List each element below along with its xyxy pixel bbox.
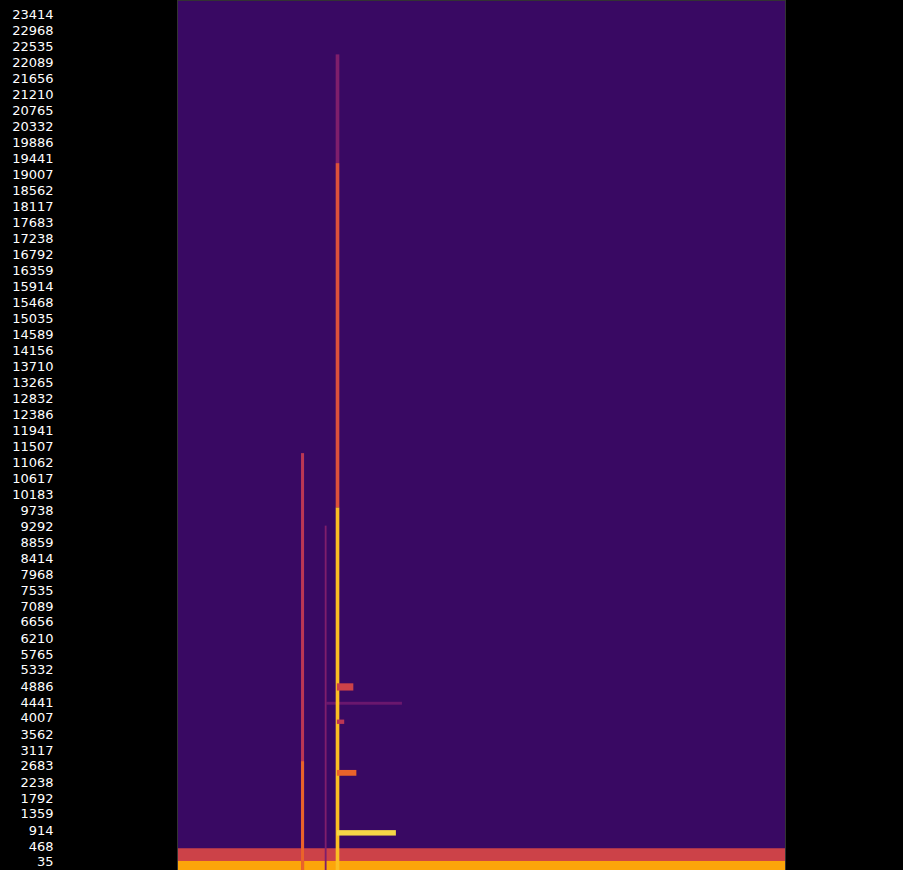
svg-text:2683: 2683	[20, 758, 53, 773]
svg-text:9292: 9292	[20, 519, 53, 534]
svg-text:8859: 8859	[20, 535, 53, 550]
svg-text:468: 468	[29, 839, 54, 854]
svg-text:15468: 15468	[12, 295, 53, 310]
svg-text:7535: 7535	[20, 583, 53, 598]
svg-text:9738: 9738	[20, 503, 53, 518]
svg-text:3117: 3117	[20, 743, 53, 758]
svg-text:12832: 12832	[12, 391, 53, 406]
svg-text:15035: 15035	[12, 311, 53, 326]
svg-text:2238: 2238	[20, 775, 53, 790]
svg-text:23414: 23414	[12, 7, 53, 22]
svg-text:1792: 1792	[20, 791, 53, 806]
svg-text:20332: 20332	[12, 119, 53, 134]
svg-text:21210: 21210	[12, 87, 53, 102]
svg-text:19886: 19886	[12, 135, 53, 150]
svg-text:10183: 10183	[12, 487, 53, 502]
svg-text:14156: 14156	[12, 343, 53, 358]
svg-text:4441: 4441	[20, 695, 53, 710]
svg-text:18562: 18562	[12, 183, 53, 198]
svg-text:4007: 4007	[20, 710, 53, 725]
svg-text:18117: 18117	[12, 199, 53, 214]
svg-text:35: 35	[37, 854, 54, 869]
svg-text:20765: 20765	[12, 103, 53, 118]
svg-text:16792: 16792	[12, 247, 53, 262]
svg-text:19441: 19441	[12, 151, 53, 166]
svg-text:1359: 1359	[20, 806, 53, 821]
svg-text:13265: 13265	[12, 375, 53, 390]
svg-text:22535: 22535	[12, 39, 53, 54]
svg-text:22089: 22089	[12, 55, 53, 70]
svg-text:12386: 12386	[12, 407, 53, 422]
svg-text:5332: 5332	[20, 662, 53, 677]
svg-text:6656: 6656	[20, 614, 53, 629]
svg-text:13710: 13710	[12, 359, 53, 374]
svg-text:11941: 11941	[12, 423, 53, 438]
svg-text:22968: 22968	[12, 23, 53, 38]
svg-text:19007: 19007	[12, 167, 53, 182]
svg-text:15914: 15914	[12, 279, 53, 294]
svg-text:21656: 21656	[12, 71, 53, 86]
svg-text:17683: 17683	[12, 215, 53, 230]
svg-text:6210: 6210	[20, 631, 53, 646]
svg-text:4886: 4886	[20, 679, 53, 694]
svg-text:14589: 14589	[12, 327, 53, 342]
svg-text:7089: 7089	[20, 599, 53, 614]
svg-text:3562: 3562	[20, 727, 53, 742]
svg-text:5765: 5765	[20, 647, 53, 662]
svg-text:11062: 11062	[12, 455, 53, 470]
svg-text:914: 914	[29, 823, 54, 838]
svg-text:8414: 8414	[20, 551, 53, 566]
svg-text:11507: 11507	[12, 439, 53, 454]
svg-text:16359: 16359	[12, 263, 53, 278]
svg-text:17238: 17238	[12, 231, 53, 246]
svg-text:7968: 7968	[20, 567, 53, 582]
svg-text:10617: 10617	[12, 471, 53, 486]
